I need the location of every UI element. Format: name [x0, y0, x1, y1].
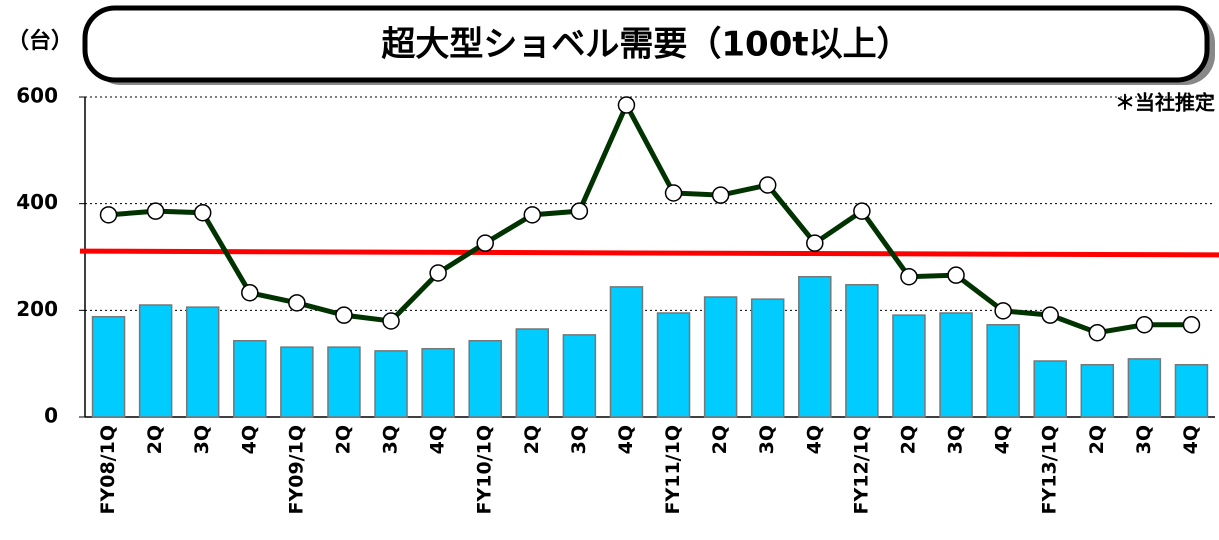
- x-tick-label: FY09/1Q: [285, 425, 307, 515]
- line-marker: [664, 184, 683, 202]
- line-marker: [288, 294, 306, 312]
- x-tick-label: 2Q: [521, 425, 543, 454]
- x-tick-label: 4Q: [992, 425, 1014, 454]
- bar: [1033, 360, 1067, 418]
- x-tick-label: 2Q: [709, 425, 731, 454]
- trend-line: [79, 248, 1219, 258]
- x-tick-label: 2Q: [144, 425, 166, 454]
- bar: [939, 312, 973, 418]
- y-tick-label: 400: [16, 190, 58, 214]
- x-tick-label: FY08/1Q: [97, 425, 119, 515]
- bar: [1174, 363, 1209, 418]
- line-marker: [241, 283, 259, 302]
- line-marker: [382, 312, 400, 330]
- bar: [374, 350, 408, 418]
- x-tick-label: 3Q: [1133, 425, 1155, 454]
- line-marker: [99, 206, 118, 224]
- bar: [91, 315, 126, 418]
- x-tick-label: 2Q: [897, 425, 919, 454]
- bar: [138, 304, 173, 418]
- line-marker: [1135, 315, 1154, 334]
- x-tick-label: 3Q: [191, 425, 213, 454]
- bar: [185, 306, 220, 418]
- line-marker: [146, 202, 165, 220]
- bar: [233, 339, 267, 418]
- x-tick-label: FY11/1Q: [662, 425, 684, 515]
- bar: [798, 275, 832, 418]
- line-marker: [711, 186, 730, 204]
- x-tick-label: 3Q: [756, 425, 778, 454]
- line-marker: [335, 306, 353, 324]
- bar: [609, 286, 644, 418]
- bar: [656, 312, 691, 418]
- y-tick-label: 600: [16, 84, 58, 108]
- x-tick-label: FY12/1Q: [850, 425, 872, 515]
- line-marker: [806, 234, 824, 252]
- unit-label: （台）: [7, 28, 73, 54]
- line-marker: [570, 202, 589, 220]
- x-tick-label: 4Q: [427, 425, 449, 454]
- bar: [280, 346, 314, 418]
- line-marker: [193, 203, 212, 222]
- line-marker: [900, 267, 918, 286]
- bar: [703, 296, 738, 418]
- bar: [986, 323, 1020, 418]
- x-tick-label: 4Q: [803, 425, 825, 454]
- annotation: ＊当社推定: [1115, 91, 1215, 115]
- line-marker: [994, 302, 1012, 320]
- line-marker: [1088, 323, 1107, 342]
- bar: [421, 347, 455, 418]
- bar: [1127, 358, 1162, 418]
- x-tick-label: 4Q: [1180, 425, 1202, 454]
- bar: [562, 334, 597, 418]
- x-tick-label: 4Q: [238, 425, 260, 454]
- line-marker: [1041, 306, 1059, 324]
- x-tick-label: 3Q: [945, 425, 967, 454]
- line-marker: [758, 176, 777, 194]
- x-tick-label: 3Q: [380, 425, 402, 454]
- x-tick-label: FY10/1Q: [474, 425, 496, 514]
- line-marker: [1182, 315, 1201, 334]
- y-tick-label: 200: [16, 297, 58, 321]
- x-tick-label: 2Q: [1086, 425, 1108, 454]
- title-box: [82, 5, 1210, 83]
- bar: [1080, 363, 1115, 418]
- line-marker: [523, 206, 542, 224]
- line-marker: [476, 234, 494, 252]
- line-marker: [617, 96, 636, 114]
- line-marker: [853, 202, 871, 220]
- bar: [515, 328, 550, 418]
- x-tick-label: FY13/1Q: [1039, 425, 1061, 515]
- bar: [327, 346, 361, 418]
- bar: [892, 314, 926, 418]
- line: [108, 99, 1192, 336]
- bar: [750, 298, 785, 418]
- line-marker: [947, 266, 965, 284]
- x-tick-label: 2Q: [332, 425, 354, 454]
- x-tick-label: 3Q: [568, 425, 590, 454]
- y-tick-label: 0: [44, 404, 58, 428]
- bar: [845, 283, 879, 418]
- bar: [468, 339, 502, 418]
- chart-title: 超大型ショベル需要（100t以上）: [381, 25, 910, 65]
- line-marker: [429, 264, 447, 282]
- x-tick-label: 4Q: [615, 425, 637, 454]
